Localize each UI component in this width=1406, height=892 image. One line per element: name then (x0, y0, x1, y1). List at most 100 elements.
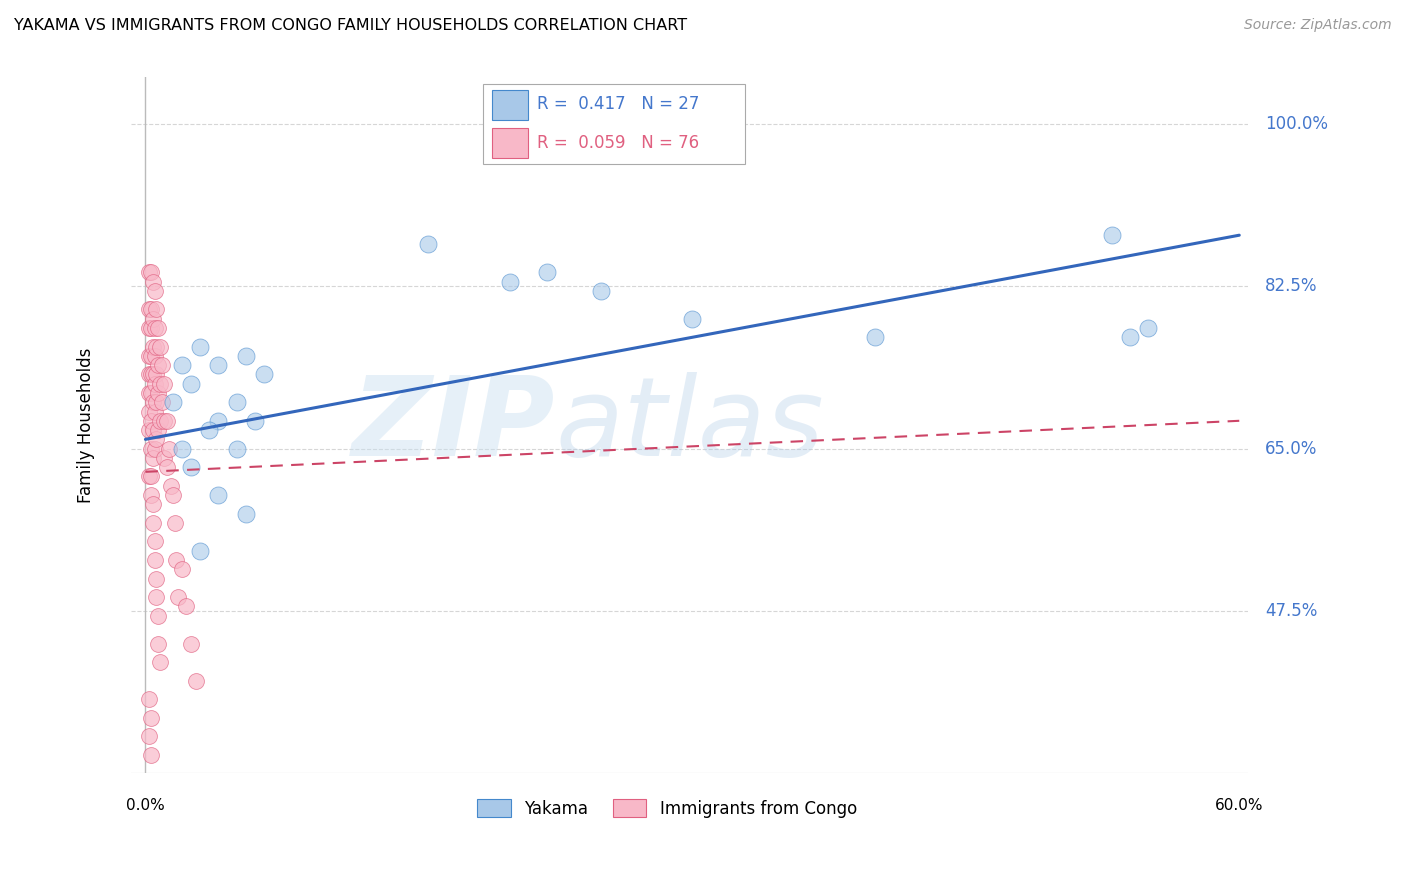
Point (235, 507, 257, 521)
Point (143, 284, 166, 298)
Point (591, 284, 613, 298)
Point (139, 265, 162, 279)
Point (139, 349, 162, 363)
Point (143, 442, 166, 456)
Point (207, 358, 229, 372)
Point (138, 469, 160, 483)
Text: YAKAMA VS IMMIGRANTS FROM CONGO FAMILY HOUSEHOLDS CORRELATION CHART: YAKAMA VS IMMIGRANTS FROM CONGO FAMILY H… (14, 18, 688, 33)
Point (1137, 321, 1160, 335)
Point (188, 543, 211, 558)
Point (156, 460, 179, 475)
Point (149, 414, 172, 428)
Point (139, 321, 162, 335)
Point (1119, 330, 1142, 344)
Point (416, 237, 439, 252)
Point (149, 340, 172, 354)
Point (138, 265, 160, 279)
Text: 100.0%: 100.0% (1265, 115, 1329, 133)
Point (207, 414, 229, 428)
Point (162, 488, 184, 502)
Point (180, 376, 202, 391)
Point (156, 414, 179, 428)
Point (148, 321, 170, 335)
Point (139, 368, 162, 382)
Point (148, 358, 170, 372)
Point (188, 340, 211, 354)
Point (149, 376, 172, 391)
Legend: Yakama, Immigrants from Congo: Yakama, Immigrants from Congo (471, 793, 863, 824)
Point (143, 534, 166, 549)
Point (536, 265, 558, 279)
Point (148, 423, 170, 437)
Point (207, 488, 229, 502)
Point (138, 423, 160, 437)
Point (138, 302, 160, 317)
Text: ZIP: ZIP (352, 372, 555, 479)
Point (499, 275, 522, 289)
Point (152, 450, 174, 465)
Point (142, 368, 165, 382)
Point (139, 488, 162, 502)
Point (225, 395, 247, 409)
Point (163, 516, 186, 530)
Point (139, 386, 162, 401)
Point (180, 636, 202, 650)
Point (143, 376, 166, 391)
Point (138, 321, 160, 335)
Text: R =  0.417   N = 27: R = 0.417 N = 27 (537, 95, 699, 113)
Point (142, 340, 165, 354)
Point (143, 349, 166, 363)
Point (225, 442, 247, 456)
Text: R =  0.059   N = 76: R = 0.059 N = 76 (537, 134, 699, 152)
Point (142, 395, 165, 409)
Point (145, 433, 167, 447)
Point (174, 599, 197, 614)
Point (170, 562, 193, 576)
Point (157, 442, 180, 456)
Point (142, 497, 165, 511)
Point (149, 655, 172, 669)
Point (143, 321, 166, 335)
Point (145, 340, 167, 354)
Point (143, 553, 166, 567)
Text: 0.0%: 0.0% (127, 798, 165, 814)
Point (235, 349, 257, 363)
Point (152, 376, 174, 391)
Point (145, 572, 167, 586)
Point (243, 414, 266, 428)
Text: 82.5%: 82.5% (1265, 277, 1317, 295)
Point (139, 302, 162, 317)
Point (142, 423, 165, 437)
Point (160, 479, 183, 493)
Point (148, 608, 170, 623)
Point (681, 311, 703, 326)
Point (139, 414, 162, 428)
Point (145, 302, 167, 317)
Point (165, 553, 187, 567)
Point (152, 414, 174, 428)
Text: Family Households: Family Households (77, 348, 96, 503)
Point (145, 395, 167, 409)
FancyBboxPatch shape (492, 90, 527, 120)
Text: 65.0%: 65.0% (1265, 440, 1317, 458)
Point (138, 692, 160, 706)
Point (170, 358, 193, 372)
Point (148, 636, 170, 650)
Point (162, 395, 184, 409)
Point (139, 747, 162, 762)
Point (170, 442, 193, 456)
Text: 47.5%: 47.5% (1265, 602, 1317, 620)
Text: atlas: atlas (555, 372, 824, 479)
Point (138, 368, 160, 382)
Point (180, 460, 202, 475)
Point (150, 395, 173, 409)
Point (1101, 228, 1123, 243)
Point (143, 404, 166, 418)
Point (198, 423, 221, 437)
Point (150, 358, 173, 372)
Point (139, 711, 162, 725)
Point (138, 386, 160, 401)
FancyBboxPatch shape (482, 85, 745, 164)
Point (863, 330, 886, 344)
Point (148, 386, 170, 401)
